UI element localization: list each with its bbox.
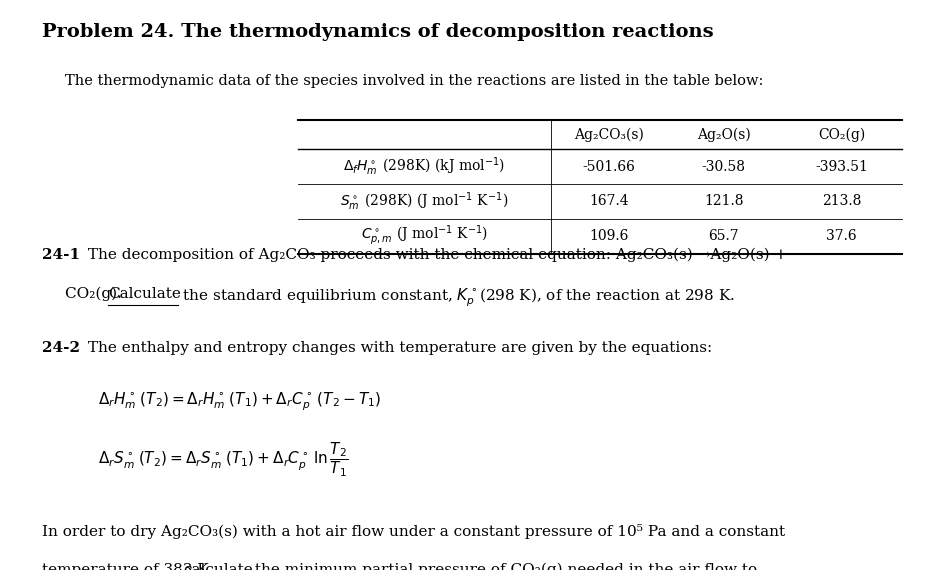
Text: The enthalpy and entropy changes with temperature are given by the equations:: The enthalpy and entropy changes with te… — [83, 341, 712, 355]
Text: 109.6: 109.6 — [590, 229, 629, 243]
Text: 37.6: 37.6 — [827, 229, 857, 243]
Text: CO₂(g).: CO₂(g). — [65, 287, 126, 301]
Text: -501.66: -501.66 — [582, 160, 635, 174]
Text: 24-1: 24-1 — [42, 248, 80, 262]
Text: 24-2: 24-2 — [42, 341, 80, 355]
Text: Calculate: Calculate — [108, 287, 180, 301]
Text: -30.58: -30.58 — [702, 160, 746, 174]
Text: 213.8: 213.8 — [822, 194, 861, 209]
Text: 121.8: 121.8 — [704, 194, 743, 209]
Text: the standard equilibrium constant, $K_p^\circ$(298 K), of the reaction at 298 K.: the standard equilibrium constant, $K_p^… — [178, 287, 735, 309]
Text: $\Delta_f H_m^\circ$ (298K) (kJ mol$^{-1}$): $\Delta_f H_m^\circ$ (298K) (kJ mol$^{-1… — [343, 155, 506, 178]
Text: The decomposition of Ag₂CO₃ proceeds with the chemical equation: Ag₂CO₃(s) →Ag₂O: The decomposition of Ag₂CO₃ proceeds wit… — [83, 248, 787, 262]
Text: 167.4: 167.4 — [589, 194, 629, 209]
Text: temperature of 383 K,: temperature of 383 K, — [42, 563, 219, 570]
Text: The thermodynamic data of the species involved in the reactions are listed in th: The thermodynamic data of the species in… — [65, 74, 764, 88]
Text: CO₂(g): CO₂(g) — [818, 127, 865, 141]
Text: In order to dry Ag₂CO₃(s) with a hot air flow under a constant pressure of 10⁵ P: In order to dry Ag₂CO₃(s) with a hot air… — [42, 524, 785, 539]
Text: Ag₂O(s): Ag₂O(s) — [697, 127, 751, 141]
Text: Ag₂CO₃(s): Ag₂CO₃(s) — [574, 127, 644, 141]
Text: $S_m^\circ$ (298K) (J mol$^{-1}$ K$^{-1}$): $S_m^\circ$ (298K) (J mol$^{-1}$ K$^{-1}… — [340, 190, 509, 213]
Text: -393.51: -393.51 — [816, 160, 868, 174]
Text: 65.7: 65.7 — [709, 229, 739, 243]
Text: $C_{p,m}^\circ$ (J mol$^{-1}$ K$^{-1}$): $C_{p,m}^\circ$ (J mol$^{-1}$ K$^{-1}$) — [361, 224, 488, 249]
Text: the minimum partial pressure of CO₂(g) needed in the air flow to: the minimum partial pressure of CO₂(g) n… — [250, 563, 757, 570]
Text: calculate: calculate — [183, 563, 253, 570]
Text: Problem 24. The thermodynamics of decomposition reactions: Problem 24. The thermodynamics of decomp… — [42, 23, 713, 41]
Text: $\Delta_r S_m^\circ\,(T_2)=\Delta_r S_m^\circ\,(T_1)+\Delta_r C_p^\circ\,\ln\dfr: $\Delta_r S_m^\circ\,(T_2)=\Delta_r S_m^… — [98, 441, 348, 479]
Text: $\Delta_r H_m^\circ\,(T_2)=\Delta_r H_m^\circ\,(T_1)+\Delta_r C_p^\circ\,(T_2-T_: $\Delta_r H_m^\circ\,(T_2)=\Delta_r H_m^… — [98, 391, 381, 413]
